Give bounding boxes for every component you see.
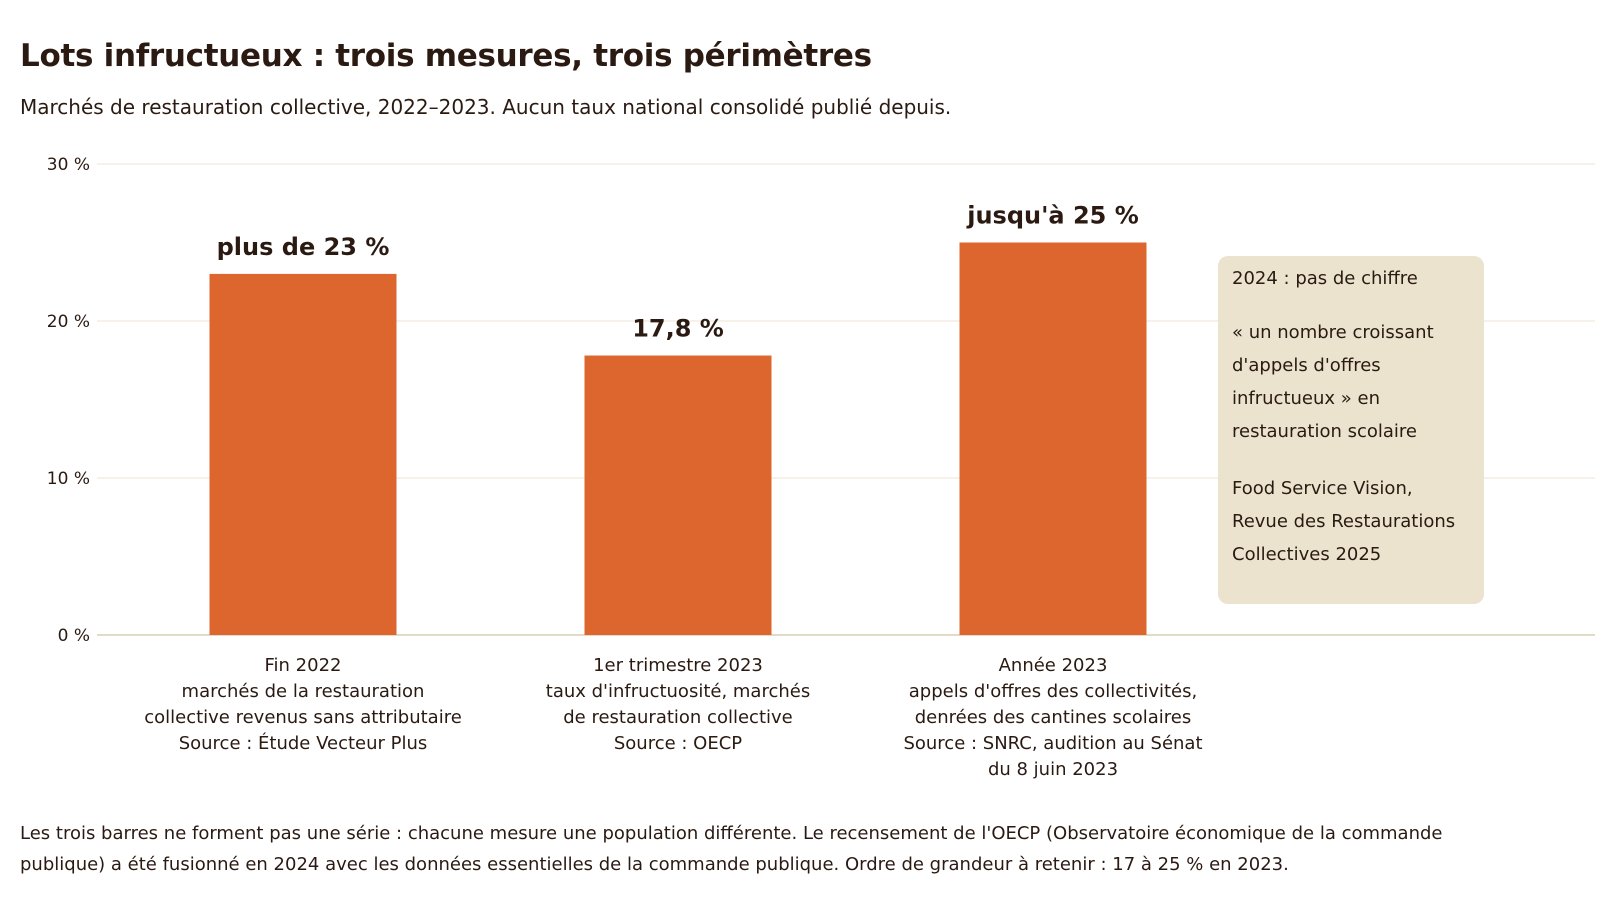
category-label: 1er trimestre 2023 taux d'infructuosité, … <box>498 653 858 757</box>
note-source: Food Service Vision, Revue des Restaurat… <box>1232 478 1456 565</box>
data-label: jusqu'à 25 % <box>966 202 1139 230</box>
category-label-line: collective revenus sans attributaire <box>144 707 462 728</box>
category-label-line: 1er trimestre 2023 <box>593 655 763 676</box>
category-label-line: taux d'infructuosité, marchés <box>545 681 811 702</box>
chart-title: Lots infructueux : trois mesures, trois … <box>20 38 872 74</box>
bar-chart: 0 % 10 % 20 % 30 % plus de 23 % 17,8 % jusqu'à… <box>47 155 1595 646</box>
category-label-line: Année 2023 <box>998 655 1108 676</box>
y-tick-label: 10 % <box>47 469 90 489</box>
category-label: Fin 2022 marchés de la restauration collec… <box>123 653 483 757</box>
category-label-line: appels d'offres des collectivités, <box>908 681 1198 702</box>
footnote: Les trois barres ne forment pas une séri… <box>20 823 1443 875</box>
chart-subtitle: Marchés de restauration collective, 2022… <box>20 95 952 119</box>
data-label: plus de 23 % <box>217 233 390 261</box>
category-label-line: Source : OECP <box>613 733 743 754</box>
y-tick-label: 0 % <box>58 626 90 646</box>
category-label-line: marchés de la restauration <box>181 681 425 702</box>
category-label: Année 2023 appels d'offres des collectivi… <box>873 653 1233 783</box>
y-tick-label: 20 % <box>47 312 90 332</box>
note-box: 2024 : pas de chiffre « un nombre croiss… <box>1218 256 1484 604</box>
category-label-line: de restauration collective <box>563 707 793 728</box>
note-quote: « un nombre croissant d'appels d'offres … <box>1232 322 1434 442</box>
y-tick-label: 30 % <box>47 155 90 175</box>
category-label-line: du 8 juin 2023 <box>987 759 1119 780</box>
note-heading: 2024 : pas de chiffre <box>1232 268 1418 289</box>
bar <box>584 355 772 635</box>
bar <box>959 242 1147 635</box>
category-label-line: denrées des cantines scolaires <box>914 707 1192 728</box>
category-label-line: Source : Étude Vecteur Plus <box>178 733 428 754</box>
bar <box>209 273 397 635</box>
category-label-line: Source : SNRC, audition au Sénat <box>903 733 1203 754</box>
data-label: 17,8 % <box>632 315 724 343</box>
category-label-line: Fin 2022 <box>264 655 342 676</box>
